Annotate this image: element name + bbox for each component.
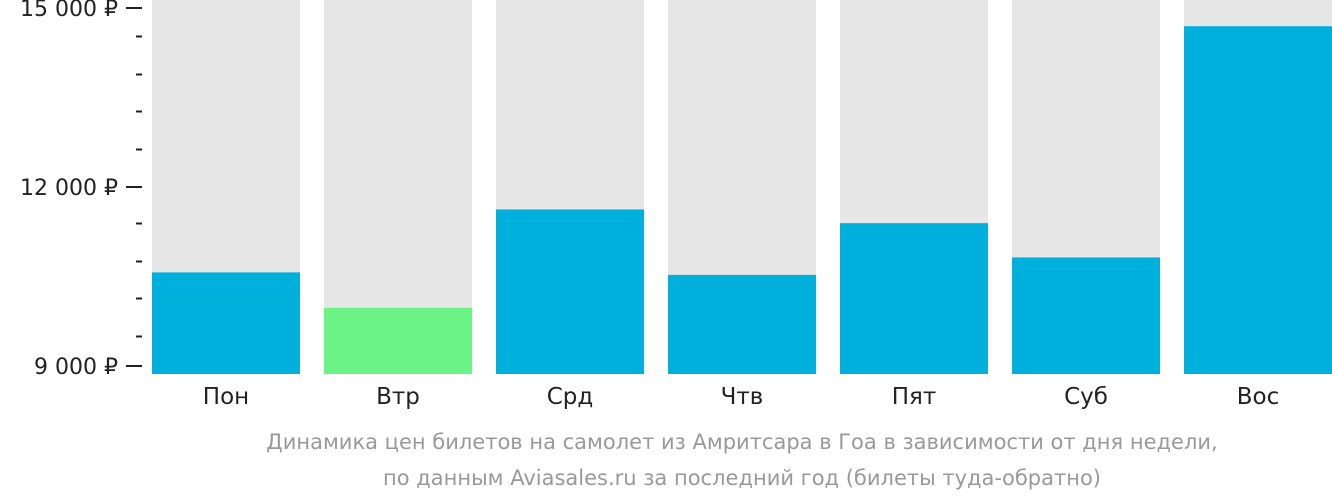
x-tick-label-3: Срд <box>547 384 594 410</box>
x-tick-label-6: Суб <box>1064 384 1108 410</box>
bar-4 <box>668 274 816 374</box>
bar-6 <box>1012 257 1160 374</box>
bar-7 <box>1184 26 1332 375</box>
x-tick-label-5: Пят <box>892 384 937 410</box>
y-tick-label: 12 000 ₽ <box>20 176 118 201</box>
y-tick-label: 9 000 ₽ <box>34 355 118 380</box>
x-tick-label-2: Втр <box>376 384 420 410</box>
price-by-weekday-chart: Пон Втр Срд Чтв Пят Суб Вос 15 000 ₽ 12 000 ₽ 9 0… <box>20 0 1332 410</box>
x-tick-label-4: Чтв <box>721 384 764 410</box>
bar-1 <box>152 272 300 374</box>
bar-2 <box>324 307 472 374</box>
y-tick-label: 15 000 ₽ <box>20 0 118 22</box>
x-tick-label-1: Пон <box>203 384 249 410</box>
x-tick-label-7: Вос <box>1237 384 1280 410</box>
chart-caption-line-1: Динамика цен билетов на самолет из Амрит… <box>266 430 1218 454</box>
bar-5 <box>840 223 988 374</box>
bar-3 <box>496 209 644 374</box>
chart-caption-line-2: по данным Aviasales.ru за последний год … <box>383 466 1101 490</box>
